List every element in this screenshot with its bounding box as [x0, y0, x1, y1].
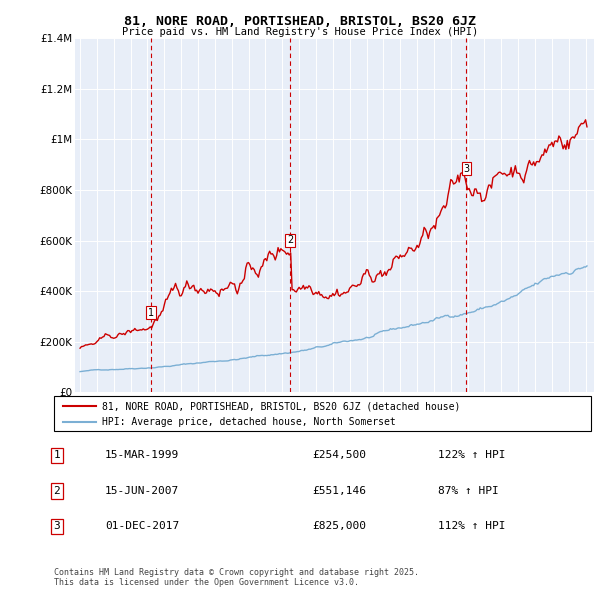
Text: £825,000: £825,000: [312, 522, 366, 531]
Text: 3: 3: [53, 522, 61, 531]
Text: HPI: Average price, detached house, North Somerset: HPI: Average price, detached house, Nort…: [102, 417, 396, 427]
Text: 3: 3: [463, 163, 469, 173]
Text: 01-DEC-2017: 01-DEC-2017: [105, 522, 179, 531]
Text: 81, NORE ROAD, PORTISHEAD, BRISTOL, BS20 6JZ (detached house): 81, NORE ROAD, PORTISHEAD, BRISTOL, BS20…: [102, 401, 460, 411]
Text: 15-JUN-2007: 15-JUN-2007: [105, 486, 179, 496]
Text: £254,500: £254,500: [312, 451, 366, 460]
Text: 81, NORE ROAD, PORTISHEAD, BRISTOL, BS20 6JZ: 81, NORE ROAD, PORTISHEAD, BRISTOL, BS20…: [124, 15, 476, 28]
Text: Price paid vs. HM Land Registry's House Price Index (HPI): Price paid vs. HM Land Registry's House …: [122, 27, 478, 37]
Text: 15-MAR-1999: 15-MAR-1999: [105, 451, 179, 460]
Text: Contains HM Land Registry data © Crown copyright and database right 2025.
This d: Contains HM Land Registry data © Crown c…: [54, 568, 419, 587]
Text: 87% ↑ HPI: 87% ↑ HPI: [438, 486, 499, 496]
Text: 2: 2: [287, 235, 293, 245]
Text: £551,146: £551,146: [312, 486, 366, 496]
Text: 112% ↑ HPI: 112% ↑ HPI: [438, 522, 505, 531]
Text: 1: 1: [53, 451, 61, 460]
Text: 2: 2: [53, 486, 61, 496]
Text: 122% ↑ HPI: 122% ↑ HPI: [438, 451, 505, 460]
Text: 1: 1: [148, 308, 154, 318]
